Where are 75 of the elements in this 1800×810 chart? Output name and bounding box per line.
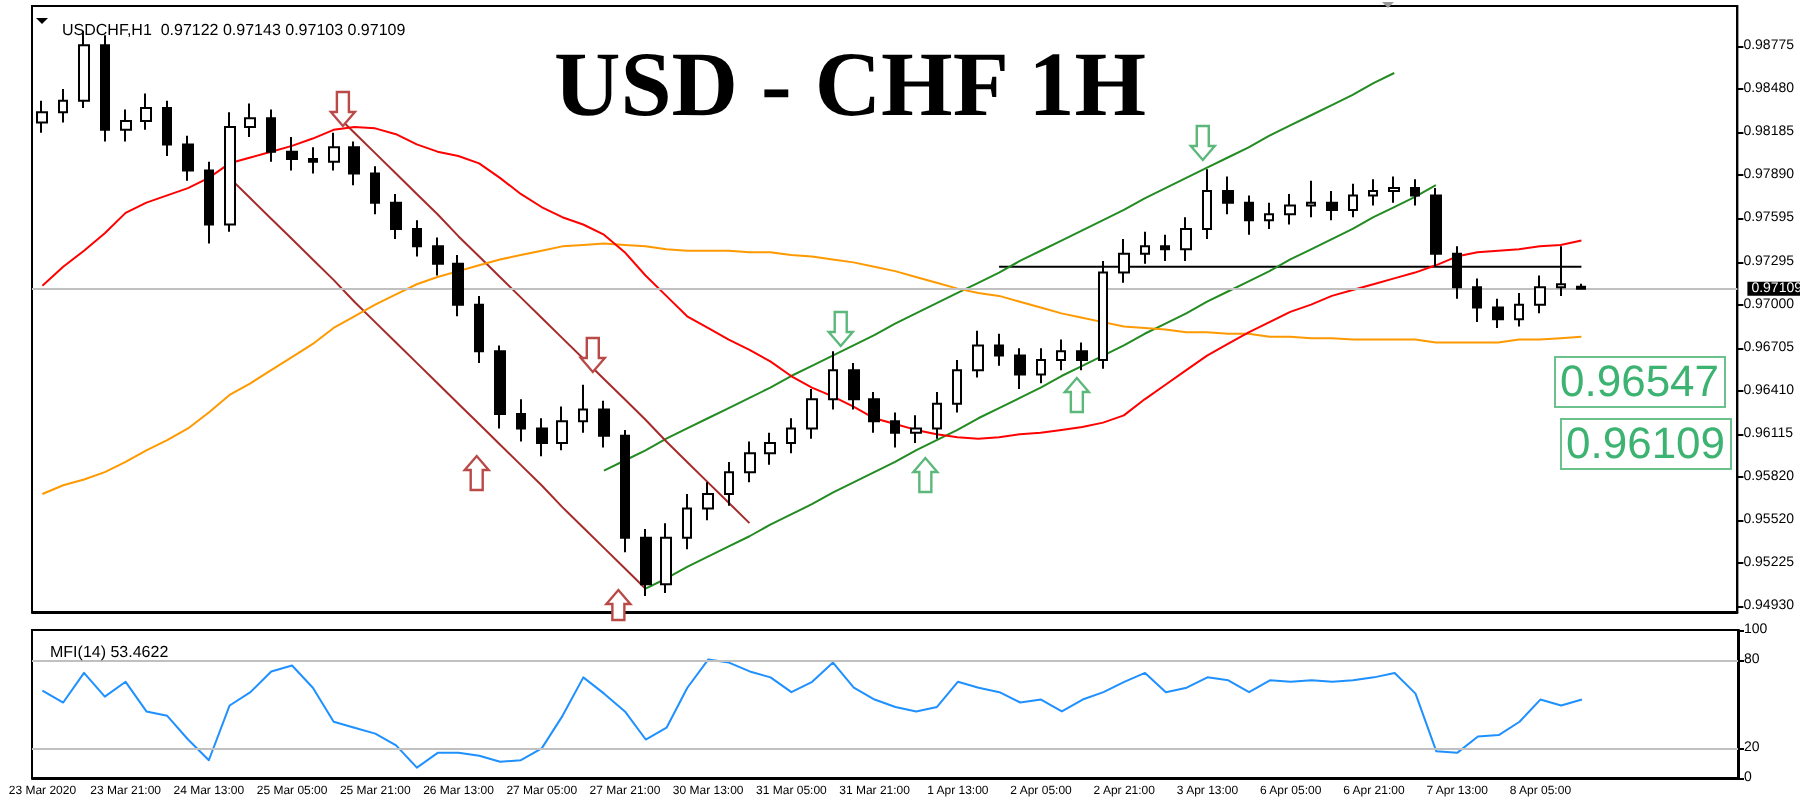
candlestick bbox=[972, 329, 984, 379]
candlestick bbox=[370, 165, 380, 216]
candlestick bbox=[1180, 216, 1192, 262]
candlestick bbox=[1076, 341, 1088, 372]
candlestick bbox=[806, 388, 818, 440]
candlestick bbox=[36, 99, 48, 134]
candlestick bbox=[162, 99, 172, 158]
candlestick bbox=[412, 219, 422, 258]
candlestick bbox=[744, 440, 756, 484]
candlestick bbox=[682, 493, 692, 551]
candlestick bbox=[348, 140, 360, 187]
text: MFI(14) 53.4622 bbox=[50, 643, 170, 661]
candlestick bbox=[640, 527, 652, 597]
candlestick bbox=[848, 361, 860, 411]
candlestick bbox=[1326, 190, 1338, 222]
candlestick bbox=[1472, 277, 1482, 324]
candlestick bbox=[390, 192, 402, 241]
candlestick bbox=[764, 431, 776, 466]
chart-title: USD - CHF 1H bbox=[553, 33, 1147, 135]
candlestick bbox=[100, 34, 110, 143]
candlestick bbox=[1306, 179, 1316, 219]
candlestick bbox=[1388, 175, 1400, 204]
candlestick bbox=[952, 358, 962, 414]
candlestick bbox=[578, 383, 588, 434]
candlestick bbox=[994, 332, 1004, 367]
candlestick bbox=[1014, 347, 1026, 391]
candlestick bbox=[182, 134, 194, 182]
candlestick bbox=[1368, 178, 1378, 207]
candlestick bbox=[536, 417, 548, 458]
candlestick bbox=[474, 294, 484, 364]
candlestick bbox=[1222, 175, 1234, 216]
candlestick bbox=[556, 405, 568, 452]
candlestick bbox=[58, 88, 68, 124]
candlestick bbox=[932, 391, 942, 440]
candlestick bbox=[724, 460, 734, 507]
candlestick bbox=[286, 136, 298, 172]
candlestick bbox=[224, 111, 236, 233]
candlestick bbox=[266, 108, 276, 163]
candlestick bbox=[1534, 274, 1546, 315]
candlestick bbox=[1284, 192, 1296, 226]
candlestick bbox=[244, 102, 256, 139]
candlestick bbox=[1056, 338, 1066, 372]
candlestick bbox=[452, 254, 464, 318]
candlestick bbox=[1348, 182, 1358, 219]
candlestick bbox=[1514, 291, 1524, 328]
candlestick bbox=[1410, 178, 1420, 207]
line-series bbox=[644, 184, 1437, 590]
candlestick bbox=[890, 411, 900, 449]
candlestick bbox=[868, 391, 880, 434]
candlestick bbox=[140, 92, 152, 131]
candlestick bbox=[204, 160, 214, 245]
candlestick bbox=[308, 146, 318, 175]
candlestick bbox=[1264, 201, 1274, 230]
candlestick bbox=[786, 417, 796, 455]
annotation: 0.96109 bbox=[1560, 418, 1732, 470]
candlestick bbox=[432, 236, 444, 277]
candlestick bbox=[910, 414, 922, 445]
candlestick bbox=[620, 428, 630, 554]
candlestick bbox=[598, 399, 610, 449]
candlestick bbox=[494, 344, 506, 430]
candlestick bbox=[828, 350, 838, 411]
candlestick bbox=[120, 108, 132, 143]
text: USDCHF,H1 0.97122 0.97143 0.97103 0.97109 bbox=[62, 21, 407, 39]
annotation: 0.96547 bbox=[1554, 356, 1726, 408]
line-series bbox=[41, 658, 1583, 769]
candlestick bbox=[660, 522, 672, 595]
candlestick bbox=[1202, 168, 1212, 241]
candlestick bbox=[328, 131, 340, 172]
candlestick bbox=[1036, 347, 1046, 385]
candlestick bbox=[1492, 297, 1504, 329]
candlestick bbox=[1576, 282, 1586, 291]
candlestick bbox=[1244, 194, 1254, 236]
candlestick bbox=[516, 398, 526, 443]
candlestick bbox=[1160, 233, 1170, 262]
candlestick bbox=[702, 481, 714, 522]
